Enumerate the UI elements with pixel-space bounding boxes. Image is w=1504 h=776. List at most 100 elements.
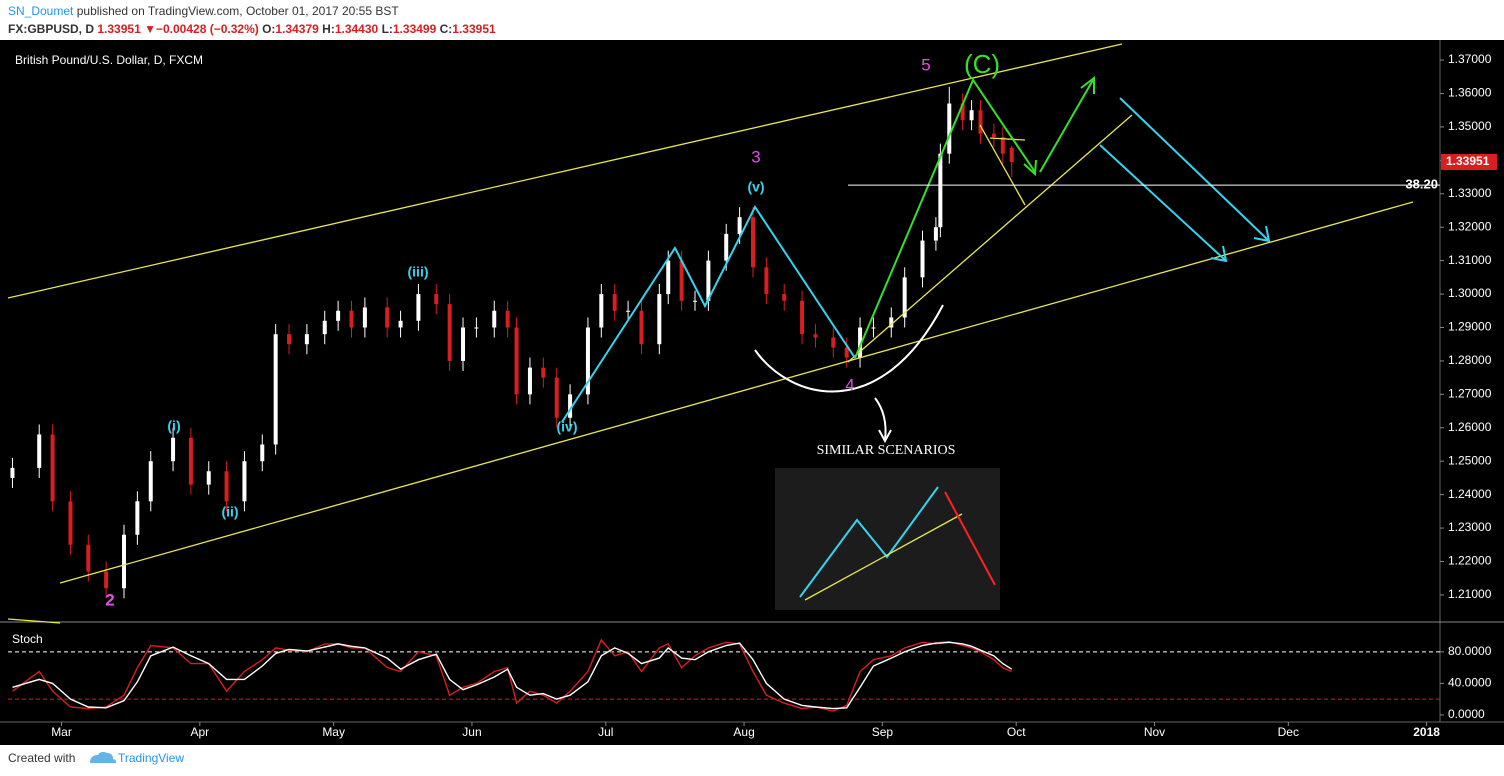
- x-tick-label: Mar: [51, 725, 72, 739]
- candle-body: [782, 294, 787, 301]
- candle-body: [527, 367, 532, 395]
- wave-label: 4: [845, 375, 854, 394]
- last-price-label: 1.33951: [1446, 154, 1490, 168]
- price: 1.33951: [97, 22, 141, 36]
- x-tick-label: Sep: [872, 725, 894, 739]
- candle-body: [447, 304, 452, 361]
- y-tick-label: 40.0000: [1448, 676, 1492, 690]
- brand[interactable]: TradingView: [118, 751, 184, 765]
- x-tick-label: Oct: [1007, 725, 1026, 739]
- created-with: Created with: [8, 751, 75, 765]
- stoch-line: [12, 641, 1013, 710]
- wave-label: (v): [747, 179, 764, 195]
- x-tick-label: Jul: [598, 725, 613, 739]
- arrow-head: [1210, 245, 1228, 263]
- candle-body: [938, 153, 943, 228]
- y-tick-label: 1.23000: [1448, 520, 1492, 534]
- candle-body: [554, 377, 559, 418]
- candle-body: [188, 437, 193, 485]
- y-tick-label: 1.29000: [1448, 320, 1492, 334]
- quote-line: FX:GBPUSD, D 1.33951 ▼−0.00428 (−0.32%) …: [8, 22, 496, 36]
- wave-label: 2: [105, 590, 114, 609]
- y-tick-label: 1.36000: [1448, 86, 1492, 100]
- wave-label: (iv): [557, 419, 578, 435]
- candle-body: [416, 294, 421, 321]
- candle-body: [171, 437, 176, 462]
- candle-body: [871, 327, 876, 329]
- y-tick-label: 1.33000: [1448, 186, 1492, 200]
- candle-body: [461, 327, 466, 361]
- wedge-line: [989, 137, 1026, 141]
- y-tick-label: 1.24000: [1448, 487, 1492, 501]
- inset-wave: [799, 486, 939, 598]
- author[interactable]: SN_Doumet: [8, 4, 74, 18]
- y-tick-label: 1.27000: [1448, 387, 1492, 401]
- wave-label: (i): [167, 418, 180, 434]
- candle-body: [505, 310, 510, 328]
- open: 1.34379: [275, 22, 319, 36]
- logo[interactable]: [90, 751, 117, 763]
- candle-body: [639, 310, 644, 345]
- y-tick-label: 1.30000: [1448, 286, 1492, 300]
- x-tick-label: May: [322, 725, 345, 739]
- candle-body: [273, 334, 278, 445]
- arc: [754, 304, 944, 393]
- arrow-down: [1119, 97, 1269, 241]
- channel-lower: [59, 201, 1414, 584]
- candle-body: [947, 103, 952, 154]
- candle-body: [398, 320, 403, 328]
- y-tick-label: 1.22000: [1448, 554, 1492, 568]
- candle-body: [737, 217, 742, 234]
- candle-body: [135, 501, 140, 535]
- candle-body: [764, 267, 769, 295]
- x-tick-label: 2018: [1413, 725, 1440, 739]
- y-tick-label: 1.35000: [1448, 119, 1492, 133]
- candle-body: [121, 534, 126, 589]
- open-label: O:: [262, 22, 275, 36]
- candle-body: [920, 240, 925, 278]
- candles: [10, 86, 1014, 599]
- candle-body: [666, 260, 671, 295]
- high-label: H:: [322, 22, 335, 36]
- candle-body: [657, 294, 662, 345]
- candle-body: [50, 434, 55, 502]
- wave-label: 3: [751, 147, 760, 166]
- candle-body: [612, 294, 617, 311]
- header-line: SN_Doumet published on TradingView.com, …: [8, 4, 399, 18]
- candle-body: [1009, 147, 1014, 162]
- y-tick-label: 0.0000: [1448, 707, 1485, 721]
- candle-body: [224, 471, 229, 502]
- arrow: ▼: [144, 22, 156, 36]
- drawings: [7, 43, 1414, 624]
- candle-body: [902, 277, 907, 318]
- candle-body: [514, 327, 519, 395]
- arrow-down: [1099, 144, 1226, 261]
- candle-body: [750, 217, 755, 268]
- candle-body: [991, 133, 996, 137]
- candle-body: [68, 501, 73, 545]
- y-tick-label: 1.21000: [1448, 587, 1492, 601]
- x-tick-label: Dec: [1278, 725, 1299, 739]
- candle-body: [206, 471, 211, 485]
- arrow-head: [1253, 225, 1271, 243]
- candle-body: [831, 337, 836, 348]
- change: −0.00428 (−0.32%): [156, 22, 259, 36]
- y-tick-label: 1.31000: [1448, 253, 1492, 267]
- x-tick-label: Nov: [1144, 725, 1165, 739]
- candle-body: [599, 294, 604, 328]
- candle-body: [86, 544, 91, 572]
- published: published on TradingView.com, October 01…: [77, 4, 400, 18]
- pointer: [874, 397, 887, 441]
- candle-body: [889, 317, 894, 328]
- wave-label: 5: [921, 55, 930, 74]
- y-tick-label: 80.0000: [1448, 644, 1492, 658]
- candle-body: [724, 233, 729, 261]
- y-tick-label: 1.25000: [1448, 453, 1492, 467]
- wave-path: [561, 205, 856, 423]
- candle-body: [287, 334, 292, 345]
- candle-body: [978, 110, 983, 134]
- last-price-tag: [1441, 153, 1497, 170]
- wave-label: (C): [964, 49, 1000, 79]
- candle-body: [362, 307, 367, 328]
